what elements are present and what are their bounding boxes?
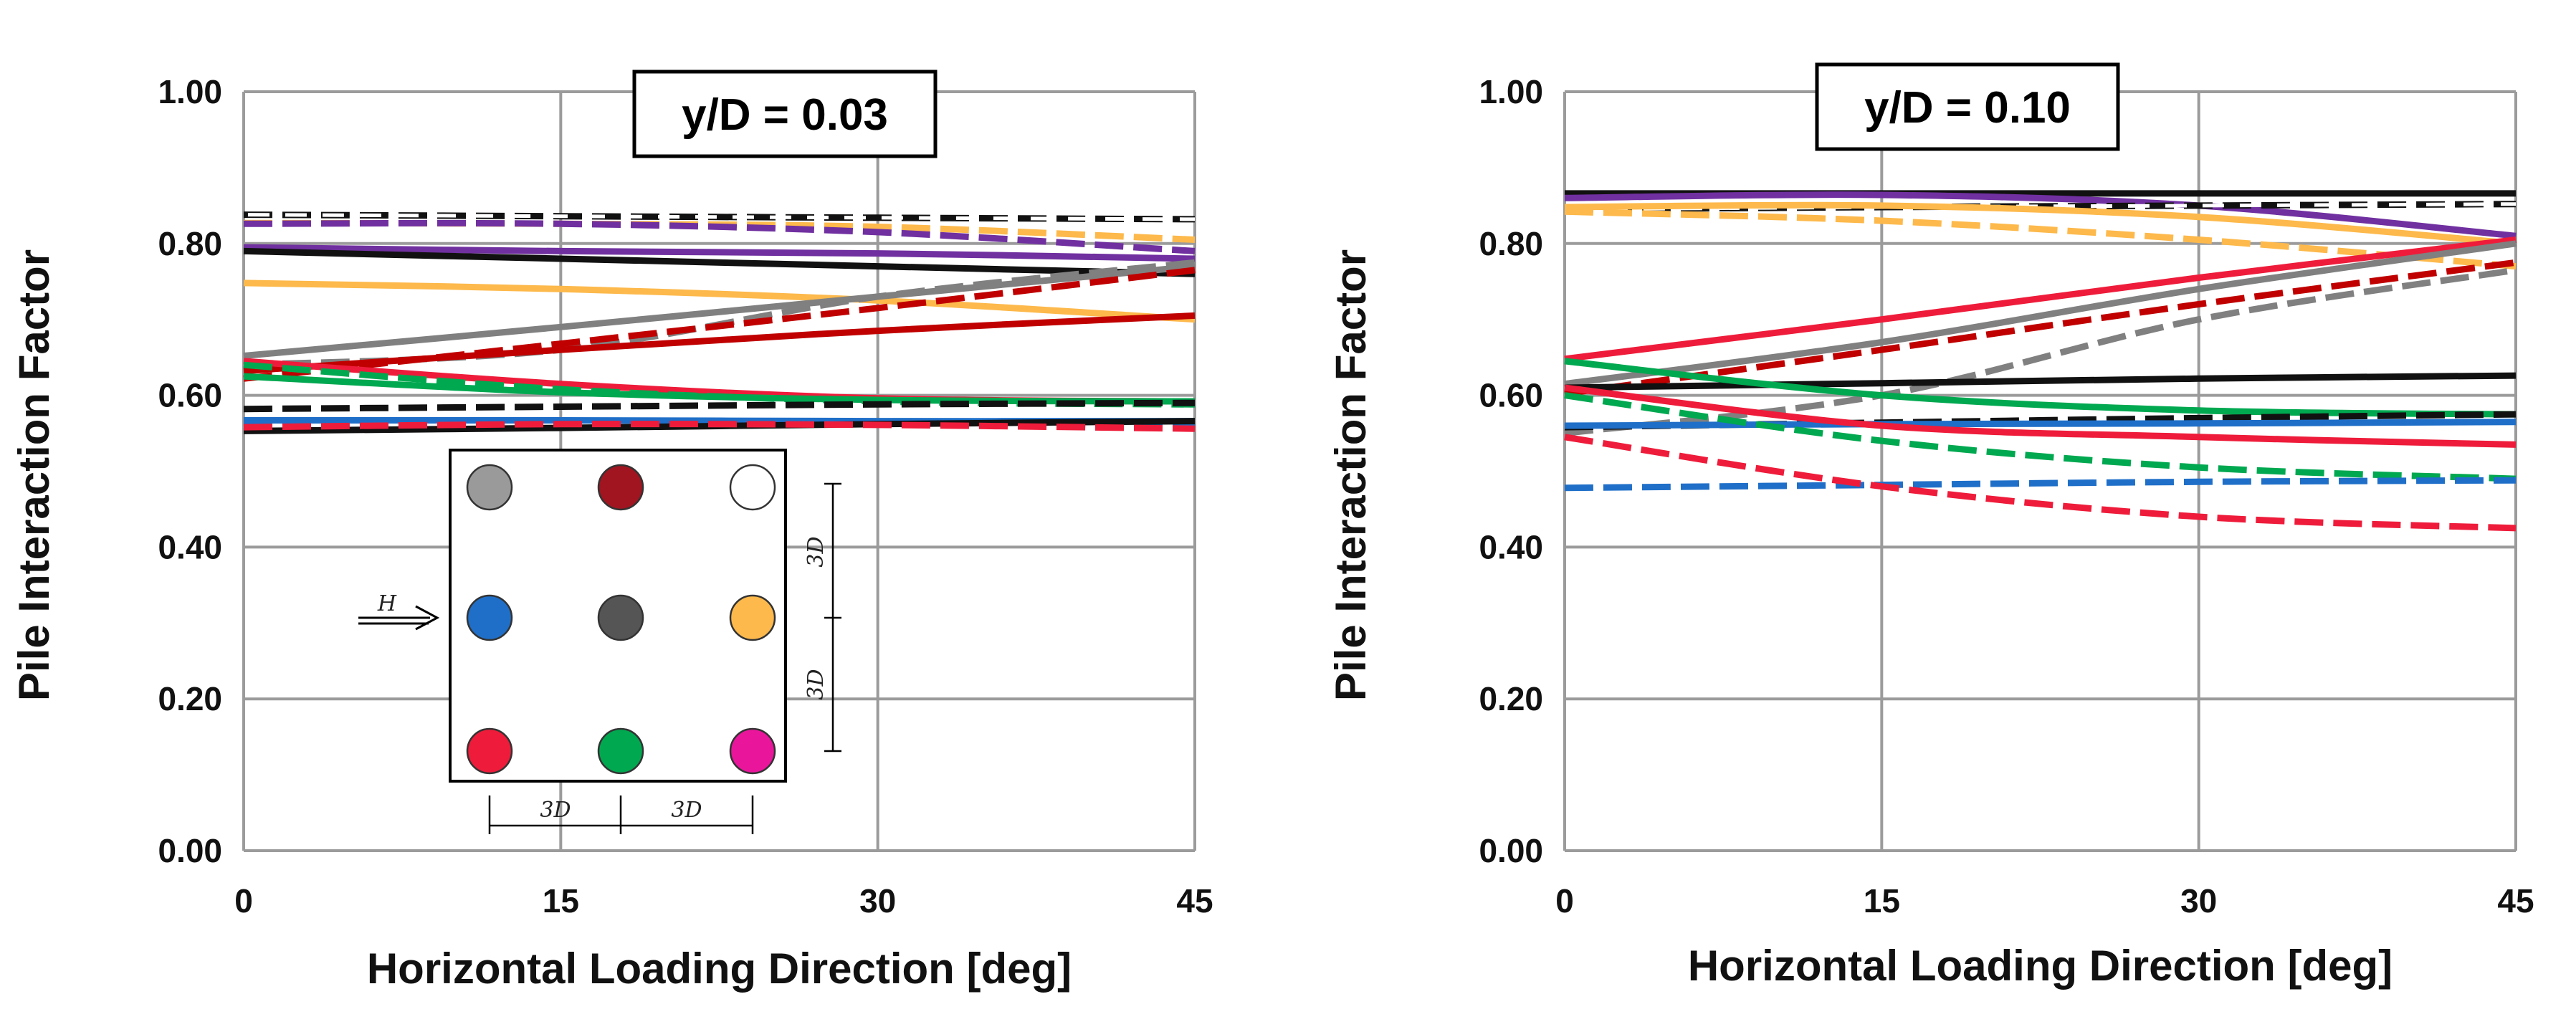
series-line	[243, 421, 1196, 432]
x-axis-title: Horizontal Loading Direction [deg]	[367, 945, 1072, 993]
y-tick-label: 0.40	[158, 528, 222, 565]
load-label: H	[377, 591, 397, 616]
chart-panel-left: 0.00 0.20 0.40 0.60 0.80 1.00 0 15 30 45 y/D = 0.0…	[10, 70, 1213, 993]
pile-circle	[597, 594, 644, 641]
y-axis-title: Pile Interaction Factor	[1327, 249, 1375, 701]
pile-circle	[597, 464, 644, 511]
series-line	[243, 247, 1196, 277]
x-axis-title: Horizontal Loading Direction [deg]	[1688, 942, 2393, 990]
x-tick-label: 30	[2180, 882, 2217, 919]
x-tick-label: 45	[1176, 882, 1213, 919]
series-line	[243, 312, 1196, 375]
y-tick-label: 0.80	[158, 225, 222, 262]
y-tick-label: 0.40	[1479, 528, 1543, 565]
pile-circle	[729, 594, 776, 641]
y-axis-title: Pile Interaction Factor	[10, 249, 58, 701]
chart-title-box	[632, 70, 938, 158]
y-tick-label: 0.20	[1479, 680, 1543, 717]
x-tick-label: 15	[1864, 882, 1900, 919]
pile-group-inset: H 3D 3D 3D 3D	[358, 449, 841, 834]
series-line	[1564, 191, 2517, 239]
series-line	[1564, 358, 2517, 418]
series-line	[1564, 240, 2517, 388]
series-line	[243, 361, 1196, 408]
y-tick-label: 0.20	[158, 680, 222, 717]
dimension-label: 3D	[671, 798, 702, 823]
series-line	[1564, 201, 2517, 247]
pile-circle	[729, 727, 776, 775]
dimension-label: 3D	[803, 536, 829, 567]
x-tick-label: 15	[543, 882, 579, 919]
series-line	[243, 280, 1196, 323]
pile-circle	[466, 594, 513, 641]
series-line	[243, 219, 1196, 254]
chart-title: y/D = 0.03	[682, 90, 888, 140]
x-tick-label: 0	[1555, 882, 1574, 919]
y-tick-label: 1.00	[158, 73, 222, 110]
series-line	[243, 399, 1196, 413]
pile-circle	[597, 727, 644, 775]
series-line	[1564, 372, 2517, 391]
chart-panel-right: 0.00 0.20 0.40 0.60 0.80 1.00 0 15 30 45 y/D = 0.1…	[1327, 62, 2534, 990]
pile-circle	[729, 464, 776, 511]
series-line	[1564, 392, 2517, 482]
x-tick-label: 45	[2497, 882, 2534, 919]
series-line	[1564, 419, 2517, 429]
y-tick-label: 0.00	[1479, 832, 1543, 869]
chart-title: y/D = 0.10	[1864, 83, 2071, 133]
dimension-label: 3D	[803, 669, 829, 699]
pile-circle	[466, 727, 513, 775]
load-arrow	[358, 605, 440, 631]
series-line	[243, 244, 1196, 262]
series-line	[243, 263, 1196, 359]
y-tick-label: 0.60	[1479, 377, 1543, 414]
y-tick-label: 0.80	[1479, 225, 1543, 262]
chart-title-box	[1815, 62, 2120, 151]
x-tick-label: 0	[234, 882, 253, 919]
y-tick-label: 0.00	[158, 832, 222, 869]
series-line	[1564, 384, 2517, 448]
dimension-label: 3D	[540, 798, 571, 823]
x-tick-label: 30	[859, 882, 896, 919]
y-tick-label: 1.00	[1479, 73, 1543, 110]
series-line	[243, 211, 1196, 223]
series-line	[1564, 477, 2517, 492]
series-line	[1564, 236, 2517, 363]
series-line	[1564, 434, 2517, 532]
y-tick-label: 0.60	[158, 377, 222, 414]
pile-circle	[466, 464, 513, 511]
